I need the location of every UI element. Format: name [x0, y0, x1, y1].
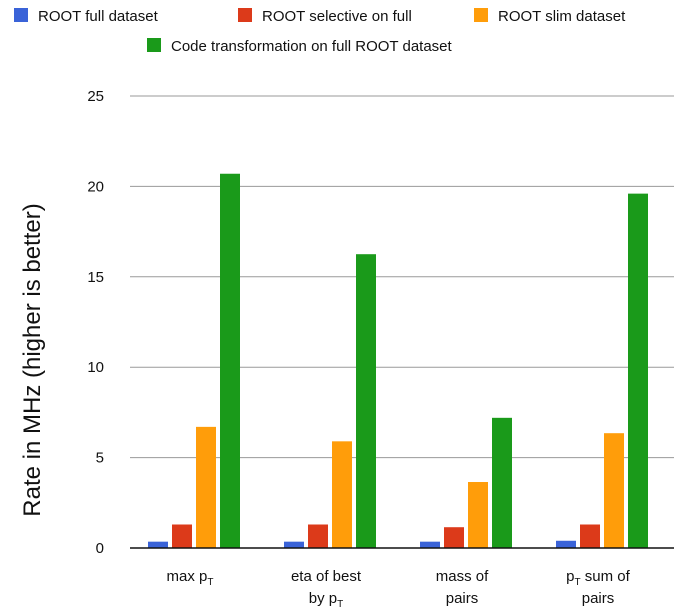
legend: ROOT full dataset ROOT selective on full R… — [14, 8, 626, 55]
y-tick-label: 15 — [87, 269, 104, 286]
bar-series1-cat0 — [172, 524, 192, 548]
bar-series1-cat2 — [444, 527, 464, 548]
bar-series0-cat1 — [284, 541, 304, 548]
bar-series0-cat0 — [148, 541, 168, 548]
bar-series2-cat2 — [468, 482, 488, 548]
bar-series3-cat1 — [356, 254, 376, 548]
y-tick-label: 5 — [96, 450, 104, 467]
legend-label: ROOT slim dataset — [498, 8, 626, 25]
x-tick-label: pairs — [446, 590, 479, 607]
bar-series2-cat0 — [196, 426, 216, 548]
x-tick-label: pT sum of — [566, 568, 630, 588]
bar-series0-cat2 — [420, 541, 440, 548]
bar-series2-cat3 — [604, 433, 624, 548]
legend-swatch — [147, 38, 161, 52]
y-tick-label: 0 — [96, 540, 104, 557]
y-tick-label: 10 — [87, 359, 104, 376]
x-axis-ticks: max pT eta of best by pT mass of pairs pT sum… — [167, 568, 631, 610]
bar-series1-cat3 — [580, 524, 600, 548]
legend-label: ROOT full dataset — [38, 8, 159, 25]
legend-item: ROOT slim dataset — [474, 8, 626, 25]
y-tick-label: 25 — [87, 88, 104, 105]
legend-item: ROOT selective on full — [238, 8, 412, 25]
bars — [148, 173, 648, 548]
bar-series1-cat1 — [308, 524, 328, 548]
legend-item: ROOT full dataset — [14, 8, 159, 25]
x-tick-label: pairs — [582, 590, 615, 607]
x-tick-label: mass of — [436, 568, 489, 585]
bar-series3-cat2 — [492, 417, 512, 548]
bar-series0-cat3 — [556, 540, 576, 548]
legend-swatch — [238, 8, 252, 22]
bar-series3-cat0 — [220, 173, 240, 548]
legend-swatch — [14, 8, 28, 22]
x-tick-label: by pT — [309, 590, 343, 610]
y-axis-ticks: 0 5 10 15 20 25 — [87, 88, 104, 557]
x-tick-label: eta of best — [291, 568, 362, 585]
bar-series3-cat3 — [628, 193, 648, 548]
x-tick-label: max pT — [167, 568, 214, 588]
legend-swatch — [474, 8, 488, 22]
legend-item: Code transformation on full ROOT dataset — [147, 38, 453, 55]
legend-label: ROOT selective on full — [262, 8, 412, 25]
y-axis-label: Rate in MHz (higher is better) — [19, 203, 46, 516]
legend-label: Code transformation on full ROOT dataset — [171, 38, 453, 55]
bar-series2-cat1 — [332, 441, 352, 548]
gridlines — [130, 95, 674, 459]
y-tick-label: 20 — [87, 178, 104, 195]
